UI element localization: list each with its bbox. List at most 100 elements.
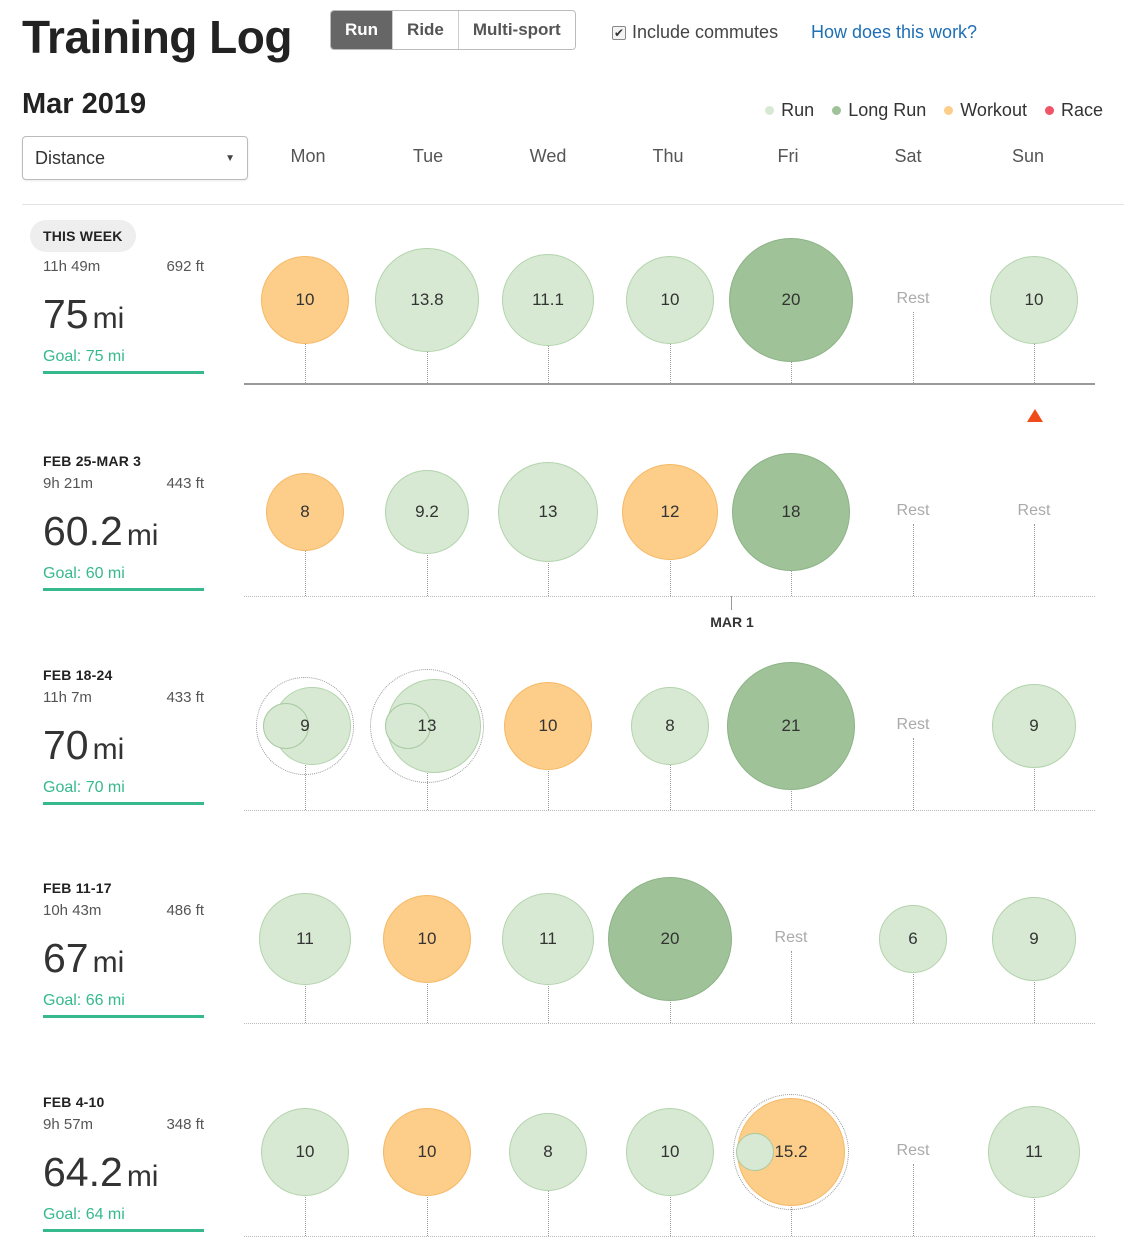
week-elevation: 692 ft <box>166 258 204 275</box>
activity-bubble[interactable]: 10 <box>260 1107 350 1197</box>
multi-activity-ring <box>256 677 354 775</box>
legend: Run Long Run Workout Race <box>765 100 1103 121</box>
activity-bubble[interactable]: 10 <box>625 1107 715 1197</box>
workout-dot-icon <box>944 106 954 115</box>
activity-bubble[interactable] <box>385 703 431 749</box>
activity-bubble[interactable]: 21 <box>727 662 855 790</box>
day-stem <box>913 1164 914 1236</box>
activity-bubble[interactable]: 18 <box>731 452 851 572</box>
legend-item-race: Race <box>1044 100 1103 121</box>
activity-bubble[interactable]: 8 <box>265 472 345 552</box>
include-commutes-toggle[interactable]: ✔ Include commutes <box>612 22 778 43</box>
activity-bubble[interactable]: 9 <box>992 897 1076 981</box>
week-summary[interactable]: FEB 25-MAR 3 9h 21m 443 ft 60.2 mi Goal: … <box>43 453 204 591</box>
day-stem <box>305 512 306 596</box>
week-baseline <box>244 1023 1095 1024</box>
multi-activity-ring <box>732 1093 850 1211</box>
how-does-this-work-link[interactable]: How does this work? <box>811 22 978 42</box>
week-goal: Goal: 60 mi <box>43 565 204 591</box>
activity-bubble[interactable]: 11 <box>501 892 595 986</box>
sport-tab-multisport[interactable]: Multi-sport <box>458 11 575 49</box>
rest-day-label: Rest <box>896 716 930 733</box>
week-stats: 10h 43m 486 ft <box>43 902 204 919</box>
week-distance-value: 64.2 <box>43 1149 123 1195</box>
activity-bubble[interactable]: 10 <box>382 1107 472 1197</box>
week-summary[interactable]: FEB 18-24 11h 7m 433 ft 70 mi Goal: 70 mi <box>43 667 204 805</box>
week-distance: 64.2 mi <box>43 1149 204 1196</box>
week-stats: 9h 57m 348 ft <box>43 1116 204 1133</box>
sport-tab-run[interactable]: Run <box>331 11 394 49</box>
activity-bubble[interactable]: 20 <box>607 876 733 1002</box>
week-time: 10h 43m <box>43 902 102 919</box>
checkbox-checked-icon[interactable]: ✔ <box>612 25 626 40</box>
week-time: 11h 7m <box>43 689 92 706</box>
activity-bubble[interactable]: 9.2 <box>384 469 470 555</box>
rest-day-label: Rest <box>896 1142 930 1159</box>
activity-bubble[interactable]: 11.1 <box>501 253 595 347</box>
day-stem <box>1034 524 1035 596</box>
activity-bubble[interactable]: 10 <box>503 681 593 771</box>
day-header-fri: Fri <box>777 146 799 166</box>
week-time: 11h 49m <box>43 258 101 275</box>
activity-bubble[interactable] <box>263 703 309 749</box>
header-divider <box>22 204 1124 205</box>
activity-bubble[interactable]: 12 <box>621 463 719 561</box>
activity-bubble[interactable]: 10 <box>260 255 350 345</box>
sport-tab-ride[interactable]: Ride <box>393 11 459 49</box>
activity-bubble[interactable]: 10 <box>625 255 715 345</box>
week-distance: 70 mi <box>43 722 204 769</box>
week-distance-unit: mi <box>92 302 125 335</box>
activity-bubble[interactable]: 8 <box>508 1112 588 1192</box>
activity-bubble[interactable]: 9 <box>992 684 1076 768</box>
legend-item-workout: Workout <box>944 100 1027 121</box>
day-header-tue: Tue <box>412 146 444 166</box>
metric-select[interactable]: Distance ▼ <box>22 136 248 180</box>
activity-bubble[interactable]: 13 <box>497 461 599 563</box>
week-distance-unit: mi <box>92 946 125 979</box>
legend-item-long-run: Long Run <box>832 100 926 121</box>
week-summary[interactable]: FEB 11-17 10h 43m 486 ft 67 mi Goal: 66 m… <box>43 880 204 1018</box>
week-distance-value: 70 <box>43 722 89 768</box>
week-goal: Goal: 70 mi <box>43 779 204 805</box>
activity-bubble[interactable]: 11 <box>258 892 352 986</box>
month-boundary-label: MAR 1 <box>710 614 754 630</box>
week-distance-value: 60.2 <box>43 508 123 554</box>
activity-bubble[interactable]: 11 <box>987 1105 1081 1199</box>
week-label: THIS WEEK <box>30 220 136 252</box>
activity-bubble[interactable]: 10 <box>382 894 472 984</box>
metric-select-value: Distance <box>35 147 106 168</box>
activity-bubble[interactable]: 8 <box>630 686 710 766</box>
day-stem <box>1034 939 1035 1023</box>
week-time: 9h 21m <box>43 475 94 492</box>
activity-bubble[interactable]: 20 <box>728 237 854 363</box>
day-stem <box>791 951 792 1023</box>
week-distance: 60.2 mi <box>43 508 204 555</box>
month-label: Mar 2019 <box>22 88 147 120</box>
day-stem <box>913 939 914 1023</box>
week-stats: 9h 21m 443 ft <box>43 475 204 492</box>
multi-activity-ring <box>369 668 485 784</box>
week-elevation: 486 ft <box>166 902 204 919</box>
activity-bubble[interactable] <box>736 1133 774 1171</box>
activity-bubble[interactable]: 10 <box>989 255 1079 345</box>
week-goal: Goal: 66 mi <box>43 992 204 1018</box>
week-time: 9h 57m <box>43 1116 94 1133</box>
week-summary[interactable]: THIS WEEK 11h 49m 692 ft 75 mi Goal: 75 m… <box>30 220 204 374</box>
week-label: FEB 4-10 <box>43 1094 105 1110</box>
day-stem <box>427 512 428 596</box>
day-stem <box>548 1152 549 1236</box>
week-baseline <box>244 596 1095 597</box>
week-label: FEB 11-17 <box>43 880 112 896</box>
week-baseline <box>244 810 1095 811</box>
rest-day-label: Rest <box>896 290 930 307</box>
week-label: FEB 25-MAR 3 <box>43 453 142 469</box>
legend-item-run: Run <box>765 100 814 121</box>
activity-bubble[interactable]: 13.8 <box>375 248 479 352</box>
week-label: FEB 18-24 <box>43 667 113 683</box>
activity-bubble[interactable]: 6 <box>878 904 948 974</box>
week-summary[interactable]: FEB 4-10 9h 57m 348 ft 64.2 mi Goal: 64 m… <box>43 1094 204 1232</box>
include-commutes-label: Include commutes <box>632 22 779 42</box>
week-stats: 11h 49m 692 ft <box>43 258 204 275</box>
day-header-sat: Sat <box>894 146 922 166</box>
day-stem <box>1034 726 1035 810</box>
